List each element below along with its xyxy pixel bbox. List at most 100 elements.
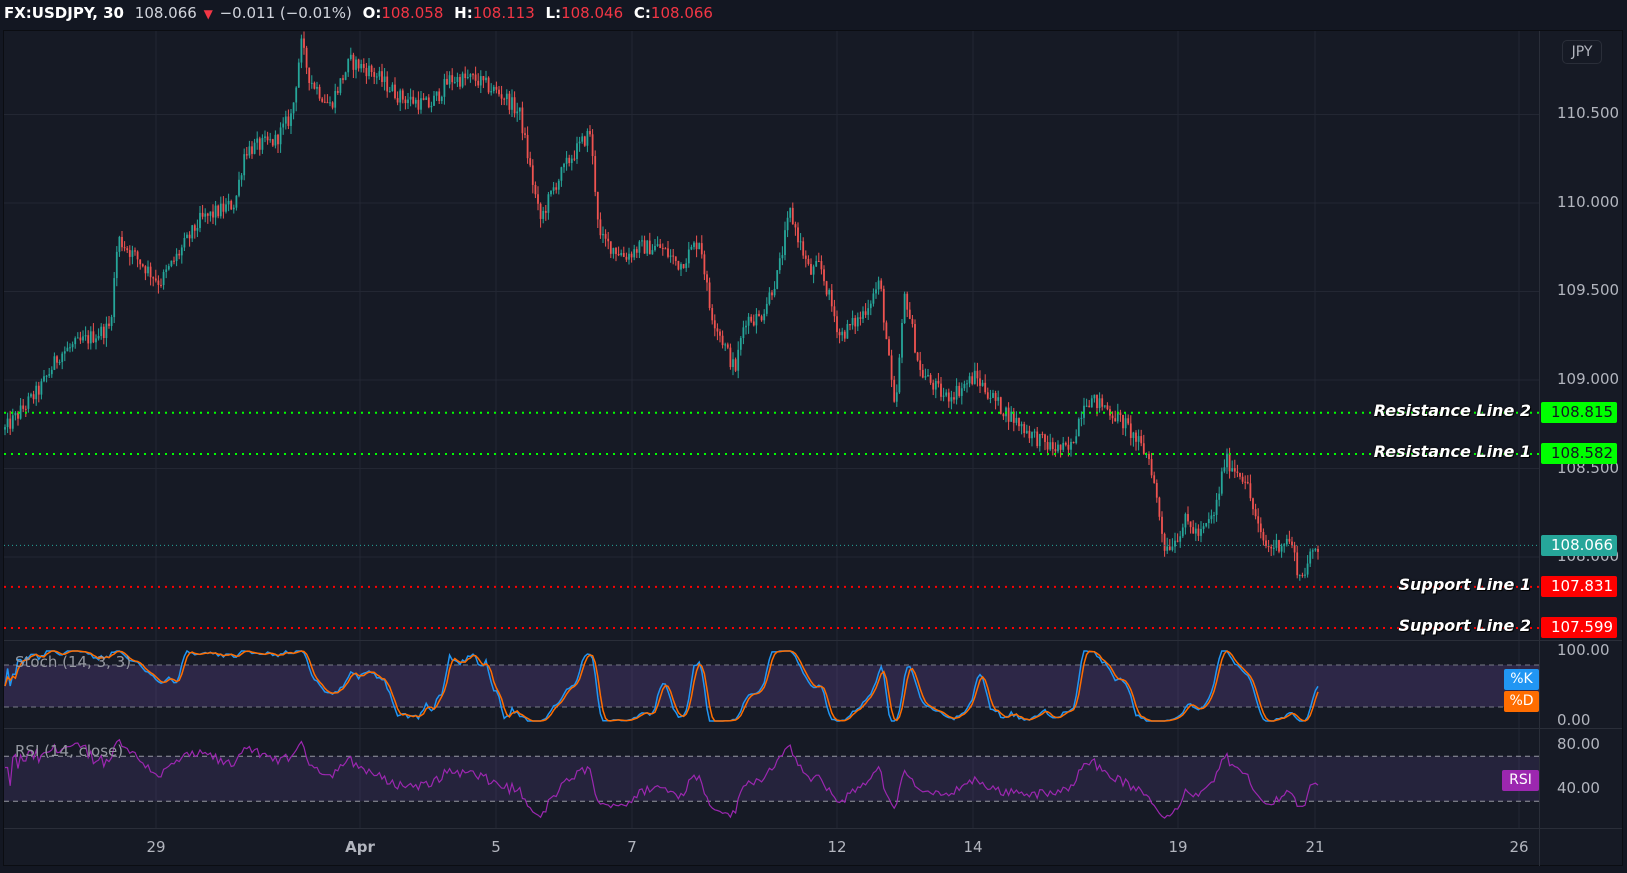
candle-body xyxy=(318,86,321,99)
candle-body xyxy=(867,308,870,315)
candle-body xyxy=(427,97,430,108)
candle-body xyxy=(1197,528,1200,536)
candle-body xyxy=(557,180,560,190)
candle-body xyxy=(477,80,480,86)
candle-body xyxy=(1150,459,1153,476)
candle-body xyxy=(178,253,181,256)
chart-frame xyxy=(3,30,1623,866)
candle-body xyxy=(1241,476,1244,482)
candle-body xyxy=(516,111,519,114)
candle-body xyxy=(443,78,446,97)
symbol-label[interactable]: FX:USDJPY, 30 xyxy=(4,4,124,22)
candle-body xyxy=(932,382,935,390)
candle-body xyxy=(167,266,170,270)
candle-body xyxy=(583,136,586,146)
down-arrow-icon: ▼ xyxy=(203,7,213,21)
candle-body xyxy=(620,253,623,256)
high-label: H: xyxy=(454,4,473,22)
candle-body xyxy=(654,245,656,251)
rsi-line xyxy=(5,738,1319,819)
candle-body xyxy=(1106,405,1109,410)
candle-body xyxy=(659,244,662,248)
candle-body xyxy=(230,200,233,210)
candle-body xyxy=(32,394,35,400)
candle-body xyxy=(1200,528,1202,536)
rsi-title[interactable]: RSI (14, close) xyxy=(15,742,124,760)
candle-body xyxy=(596,191,599,220)
candle-body xyxy=(417,99,420,110)
candle-body xyxy=(30,394,32,397)
candle-body xyxy=(815,261,818,267)
candle-body xyxy=(651,250,654,255)
candle-body xyxy=(482,76,485,81)
candle-body xyxy=(1044,434,1046,442)
candle-body xyxy=(820,261,823,270)
candle-body xyxy=(599,219,602,236)
candle-body xyxy=(256,138,259,143)
candle-body xyxy=(924,376,927,378)
candle-body xyxy=(552,187,555,191)
candle-body xyxy=(149,266,152,278)
candle-body xyxy=(141,264,144,267)
candle-body xyxy=(420,98,422,110)
candle-body xyxy=(1233,468,1236,472)
candle-body xyxy=(560,167,563,181)
stoch-title[interactable]: Stoch (14, 3, 3) xyxy=(15,653,132,671)
candle-body xyxy=(602,233,604,236)
candle-body xyxy=(464,73,467,79)
candle-body xyxy=(1228,453,1231,472)
candle-body xyxy=(1223,467,1226,472)
candle-body xyxy=(531,165,534,185)
candle-body xyxy=(1163,533,1166,551)
candle-body xyxy=(1252,498,1254,510)
candle-body xyxy=(1278,540,1280,552)
candle-body xyxy=(711,307,714,321)
candle-body xyxy=(1259,523,1262,533)
candle-body xyxy=(84,335,87,337)
candle-body xyxy=(1140,436,1143,444)
candle-body xyxy=(334,91,337,108)
candle-body xyxy=(498,89,500,95)
candle-body xyxy=(95,338,97,343)
candle-body xyxy=(217,205,220,217)
candle-body xyxy=(1122,414,1124,429)
candle-body xyxy=(305,47,308,68)
candle-body xyxy=(508,93,511,110)
candle-body xyxy=(1262,532,1265,541)
candle-body xyxy=(958,385,961,396)
candle-body xyxy=(976,370,979,379)
candle-body xyxy=(872,293,875,304)
candle-body xyxy=(615,248,617,255)
candle-body xyxy=(1015,417,1018,423)
candle-body xyxy=(308,67,311,84)
candle-body xyxy=(438,91,441,101)
stoch-d-tag: %D xyxy=(1504,691,1539,712)
stoch-k-tag: %K xyxy=(1504,669,1539,690)
candle-body xyxy=(11,415,14,429)
candle-body xyxy=(576,143,578,160)
candle-body xyxy=(971,376,974,384)
candle-body xyxy=(877,280,880,290)
currency-badge[interactable]: JPY xyxy=(1562,40,1602,64)
close-label: C: xyxy=(633,4,651,22)
candle-body xyxy=(1137,436,1140,442)
candle-body xyxy=(227,200,230,205)
candle-body xyxy=(170,260,173,267)
candle-body xyxy=(71,344,74,348)
candle-body xyxy=(1072,441,1075,444)
candle-body xyxy=(425,97,428,100)
candle-body xyxy=(726,344,729,348)
candle-body xyxy=(817,261,820,263)
candle-body xyxy=(937,380,940,384)
candle-body xyxy=(1176,540,1179,542)
candle-body xyxy=(1291,541,1293,546)
open-value: 108.058 xyxy=(381,4,444,22)
candle-body xyxy=(1270,547,1273,549)
candle-body xyxy=(503,98,506,100)
candle-body xyxy=(914,324,916,353)
candle-body xyxy=(898,357,901,393)
support-1-price-tag: 107.831 xyxy=(1541,576,1617,597)
candle-body xyxy=(297,62,300,88)
candle-body xyxy=(238,179,240,196)
